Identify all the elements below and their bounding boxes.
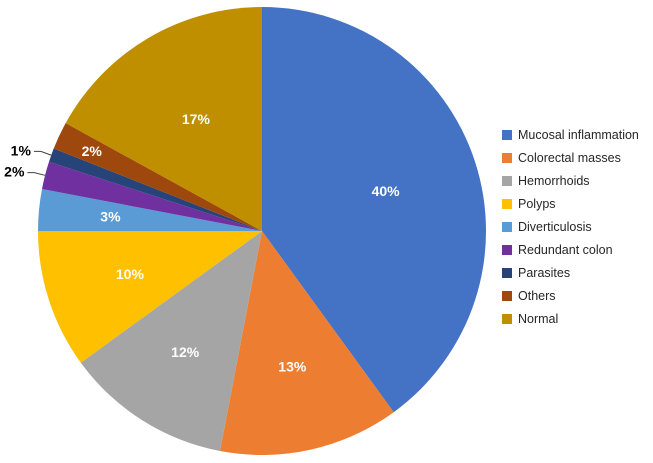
pie-slice-polyps <box>37 231 262 363</box>
legend-item-diverticulosis: Diverticulosis <box>502 219 639 235</box>
legend-item-others: Others <box>502 288 639 304</box>
data-label-hemorrhoids: 12% <box>171 344 200 360</box>
legend-label: Hemorrhoids <box>518 174 590 188</box>
legend-swatch-icon <box>502 291 512 301</box>
legend-label: Redundant colon <box>518 243 613 257</box>
data-label-redundant-colon: 2% <box>4 164 25 180</box>
pie-slice-normal <box>65 7 262 231</box>
legend-swatch-icon <box>502 176 512 186</box>
data-label-parasites: 1% <box>11 142 32 158</box>
legend-swatch-icon <box>502 222 512 232</box>
pie-slice-others <box>53 123 263 231</box>
legend-swatch-icon <box>502 314 512 324</box>
legend-item-mucosal-inflammation: Mucosal inflammation <box>502 127 639 143</box>
legend-swatch-icon <box>502 199 512 209</box>
legend-swatch-icon <box>502 245 512 255</box>
data-label-mucosal-inflammation: 40% <box>372 183 401 199</box>
data-label-colorectal-masses: 13% <box>278 359 307 375</box>
pie-slice-hemorrhoids <box>80 231 262 451</box>
legend-label: Others <box>518 289 556 303</box>
data-label-diverticulosis: 3% <box>100 209 121 225</box>
legend-label: Diverticulosis <box>518 220 592 234</box>
legend-label: Normal <box>518 312 559 326</box>
legend-item-redundant-colon: Redundant colon <box>502 242 639 258</box>
legend-label: Parasites <box>518 266 571 280</box>
legend-item-parasites: Parasites <box>502 265 639 281</box>
data-label-others: 2% <box>82 143 103 159</box>
legend-item-colorectal-masses: Colorectal masses <box>502 150 639 166</box>
data-label-polyps: 10% <box>116 266 145 282</box>
pie-slice-diverticulosis <box>38 189 262 231</box>
pie-slice-mucosal-inflammation <box>262 6 487 413</box>
legend-swatch-icon <box>502 153 512 163</box>
legend-label: Colorectal masses <box>518 151 621 165</box>
legend-item-normal: Normal <box>502 311 639 327</box>
legend-label: Polyps <box>518 197 556 211</box>
pie-slice-colorectal-masses <box>220 231 394 455</box>
legend-swatch-icon <box>502 268 512 278</box>
legend-item-hemorrhoids: Hemorrhoids <box>502 173 639 189</box>
legend-item-polyps: Polyps <box>502 196 639 212</box>
data-label-normal: 17% <box>182 111 211 127</box>
legend-label: Mucosal inflammation <box>518 128 639 142</box>
leader-line <box>33 150 52 156</box>
pie-slice-parasites <box>49 148 262 231</box>
legend-swatch-icon <box>502 130 512 140</box>
leader-line <box>27 172 46 176</box>
pie-slice-redundant-colon <box>42 161 262 231</box>
chart-legend: Mucosal inflammation Colorectal masses Hem… <box>502 127 639 327</box>
